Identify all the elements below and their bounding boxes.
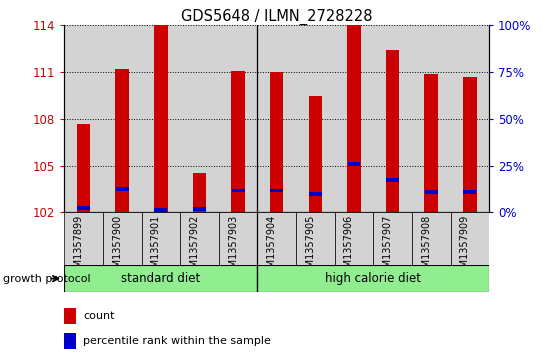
Bar: [386, 50, 399, 212]
Bar: [257, 212, 296, 265]
Bar: [257, 265, 489, 292]
Text: GSM1357899: GSM1357899: [74, 215, 84, 280]
Bar: [77, 206, 90, 209]
Text: GSM1357901: GSM1357901: [151, 215, 161, 280]
Bar: [116, 69, 129, 212]
Bar: [335, 25, 373, 212]
Bar: [64, 265, 257, 292]
Title: GDS5648 / ILMN_2728228: GDS5648 / ILMN_2728228: [181, 9, 372, 25]
Bar: [271, 189, 283, 192]
Text: standard diet: standard diet: [121, 272, 201, 285]
Bar: [412, 212, 451, 265]
Bar: [219, 25, 257, 212]
Bar: [231, 189, 244, 192]
Bar: [348, 162, 361, 166]
Text: GSM1357907: GSM1357907: [382, 215, 392, 280]
Bar: [141, 212, 180, 265]
Text: percentile rank within the sample: percentile rank within the sample: [83, 336, 271, 346]
Bar: [219, 212, 257, 265]
Bar: [103, 212, 141, 265]
Text: GSM1357909: GSM1357909: [460, 215, 470, 280]
Bar: [373, 212, 412, 265]
Bar: [296, 212, 335, 265]
Text: count: count: [83, 311, 115, 321]
Bar: [412, 25, 451, 212]
Bar: [373, 25, 412, 212]
Bar: [154, 25, 168, 212]
Bar: [296, 25, 335, 212]
Text: GSM1357900: GSM1357900: [112, 215, 122, 280]
Bar: [77, 123, 91, 212]
Bar: [154, 208, 167, 212]
Bar: [103, 25, 141, 212]
Bar: [193, 207, 206, 211]
Text: GSM1357908: GSM1357908: [421, 215, 431, 280]
Bar: [347, 24, 361, 212]
Bar: [231, 70, 245, 212]
Bar: [309, 192, 322, 196]
Bar: [425, 190, 438, 194]
Bar: [141, 25, 180, 212]
Bar: [193, 174, 206, 212]
Bar: [64, 308, 76, 324]
Bar: [64, 333, 76, 349]
Bar: [463, 190, 476, 194]
Text: GSM1357905: GSM1357905: [305, 215, 315, 280]
Bar: [64, 212, 103, 265]
Text: high calorie diet: high calorie diet: [325, 272, 421, 285]
Text: GSM1357902: GSM1357902: [190, 215, 200, 280]
Text: GSM1357904: GSM1357904: [267, 215, 277, 280]
Bar: [424, 74, 438, 212]
Bar: [180, 212, 219, 265]
Bar: [257, 25, 296, 212]
Bar: [180, 25, 219, 212]
Bar: [64, 25, 103, 212]
Bar: [451, 25, 489, 212]
Bar: [116, 187, 129, 191]
Bar: [463, 77, 477, 212]
Bar: [386, 178, 399, 182]
Text: growth protocol: growth protocol: [3, 274, 91, 284]
Text: GSM1357906: GSM1357906: [344, 215, 354, 280]
Bar: [335, 212, 373, 265]
Bar: [451, 212, 489, 265]
Bar: [309, 95, 322, 212]
Bar: [270, 72, 283, 212]
Text: GSM1357903: GSM1357903: [228, 215, 238, 280]
